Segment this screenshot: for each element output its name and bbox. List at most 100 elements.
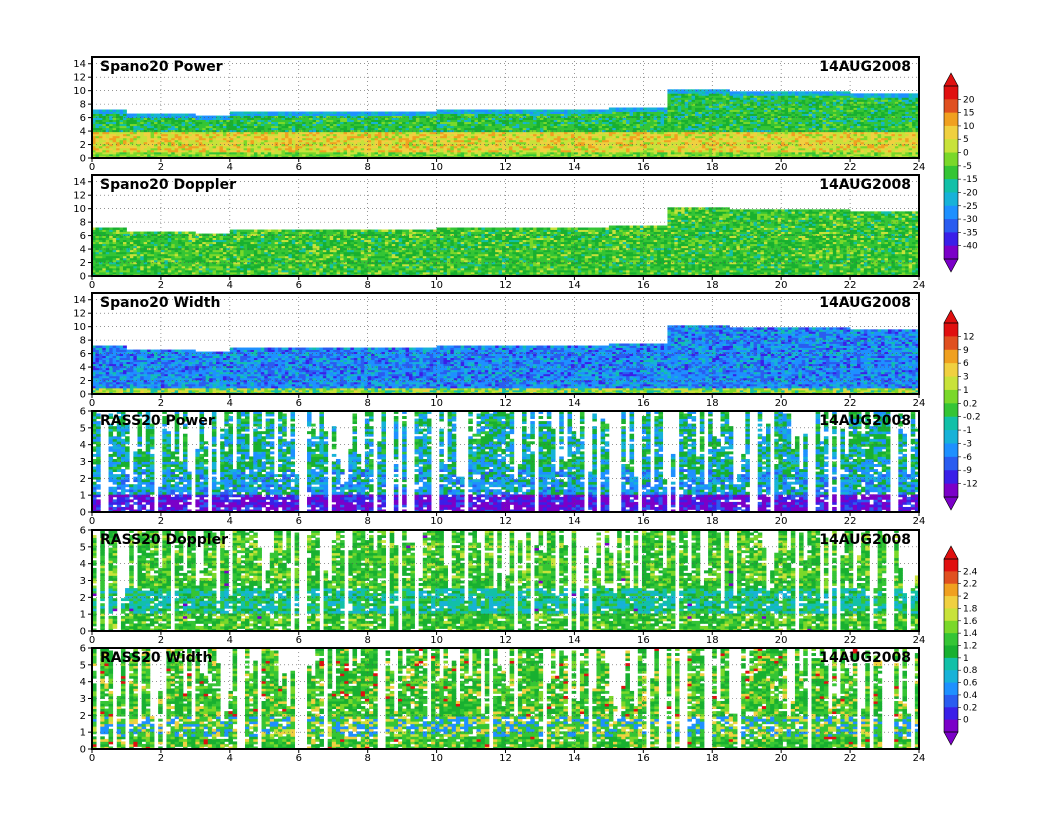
panel-title: RASS20 Doppler (100, 532, 228, 548)
x-tick-label: 24 (913, 162, 926, 173)
heatmap-cells (92, 325, 919, 394)
x-tick-label: 24 (913, 280, 926, 291)
colorbar-label: 1.8 (963, 604, 978, 614)
x-tick-label: 0 (89, 635, 95, 646)
y-tick-label: 5 (80, 423, 86, 434)
x-tick-label: 20 (775, 753, 788, 764)
panel-date: 14AUG2008 (819, 295, 911, 311)
y-tick-label: 0 (80, 627, 86, 638)
y-tick-label: 0 (80, 745, 86, 756)
y-tick-label: 8 (80, 218, 86, 229)
y-tick-label: 0 (80, 508, 86, 519)
y-tick-label: 6 (80, 526, 86, 537)
radar-figure: 0 2 4 6 8 10 12 14 16 18 20 22 2402468101214 Spano20 … (0, 0, 1056, 816)
x-tick-label: 12 (499, 280, 512, 291)
x-tick-label: 0 (89, 753, 95, 764)
y-tick-label: 6 (80, 407, 86, 418)
x-tick-label: 16 (637, 162, 650, 173)
x-tick-label: 14 (568, 635, 581, 646)
x-tick-label: 12 (499, 635, 512, 646)
y-tick-label: 5 (80, 660, 86, 671)
colorbar-label: 15 (963, 109, 974, 119)
x-tick-label: 20 (775, 162, 788, 173)
heatmap-cells (92, 89, 919, 158)
y-tick-label: 2 (80, 711, 86, 722)
colorbar-label: 1 (963, 386, 969, 396)
x-tick-label: 22 (844, 162, 857, 173)
y-tick-label: 5 (80, 542, 86, 553)
panel-title: RASS20 Power (100, 413, 215, 429)
colorbar-label: 0.6 (963, 679, 978, 689)
y-tick-label: 2 (80, 258, 86, 269)
y-tick-label: 0 (80, 390, 86, 401)
y-tick-label: 6 (80, 644, 86, 655)
colorbar-label: 0.2 (963, 703, 977, 713)
colorbar-label: 9 (963, 346, 969, 356)
x-tick-label: 16 (637, 280, 650, 291)
x-tick-label: 16 (637, 398, 650, 409)
y-tick-label: 12 (73, 191, 86, 202)
y-tick-label: 10 (73, 86, 86, 97)
x-tick-label: 20 (775, 635, 788, 646)
y-tick-label: 4 (80, 127, 86, 138)
x-tick-label: 0 (89, 162, 95, 173)
y-tick-label: 3 (80, 457, 86, 468)
x-tick-label: 22 (844, 516, 857, 527)
panel-date: 14AUG2008 (819, 413, 911, 429)
x-tick-label: 8 (364, 398, 370, 409)
y-tick-label: 6 (80, 231, 86, 242)
colorbar-label: 0.2 (963, 399, 977, 409)
x-tick-label: 8 (364, 635, 370, 646)
x-tick-label: 6 (296, 516, 302, 527)
x-tick-label: 16 (637, 635, 650, 646)
y-tick-label: 4 (80, 559, 86, 570)
x-tick-label: 6 (296, 753, 302, 764)
y-tick-label: 4 (80, 363, 86, 374)
y-tick-label: 2 (80, 474, 86, 485)
x-tick-label: 24 (913, 753, 926, 764)
colorbar-label: 1.6 (963, 617, 978, 627)
x-tick-label: 24 (913, 398, 926, 409)
y-tick-label: 0 (80, 154, 86, 165)
x-tick-label: 16 (637, 753, 650, 764)
colorbar-label: 0.4 (963, 691, 978, 701)
panel-title: Spano20 Width (100, 295, 220, 311)
x-tick-label: 4 (227, 516, 233, 527)
x-tick-label: 14 (568, 280, 581, 291)
x-tick-label: 8 (364, 162, 370, 173)
x-tick-label: 8 (364, 280, 370, 291)
y-tick-label: 14 (73, 177, 86, 188)
y-tick-label: 12 (73, 73, 86, 84)
heatmap-cells (92, 207, 919, 276)
colorbar-label: 2.4 (963, 567, 978, 577)
y-tick-label: 2 (80, 593, 86, 604)
x-tick-label: 2 (158, 398, 164, 409)
y-tick-label: 12 (73, 309, 86, 320)
y-tick-label: 3 (80, 576, 86, 587)
x-tick-label: 6 (296, 398, 302, 409)
colorbar-label: -3 (963, 439, 972, 449)
y-tick-label: 1 (80, 491, 86, 502)
colorbar-label: -30 (963, 215, 978, 225)
colorbar-label: -35 (963, 228, 978, 238)
y-tick-label: 14 (73, 59, 86, 70)
y-tick-label: 14 (73, 295, 86, 306)
colorbar-label: 2.2 (963, 580, 977, 590)
x-tick-label: 18 (706, 516, 719, 527)
x-tick-label: 22 (844, 280, 857, 291)
x-tick-label: 8 (364, 753, 370, 764)
colorbar-label: 2 (963, 592, 969, 602)
x-tick-label: 10 (430, 753, 443, 764)
x-tick-label: 14 (568, 753, 581, 764)
colorbar-label: 1 (963, 654, 969, 664)
x-tick-label: 0 (89, 516, 95, 527)
colorbar-label: -9 (963, 466, 972, 476)
x-tick-label: 2 (158, 753, 164, 764)
colorbar-3: 2.42.221.81.61.41.210.80.60.40.20 (944, 546, 978, 745)
y-tick-label: 1 (80, 610, 86, 621)
x-tick-label: 20 (775, 398, 788, 409)
y-tick-label: 2 (80, 140, 86, 151)
